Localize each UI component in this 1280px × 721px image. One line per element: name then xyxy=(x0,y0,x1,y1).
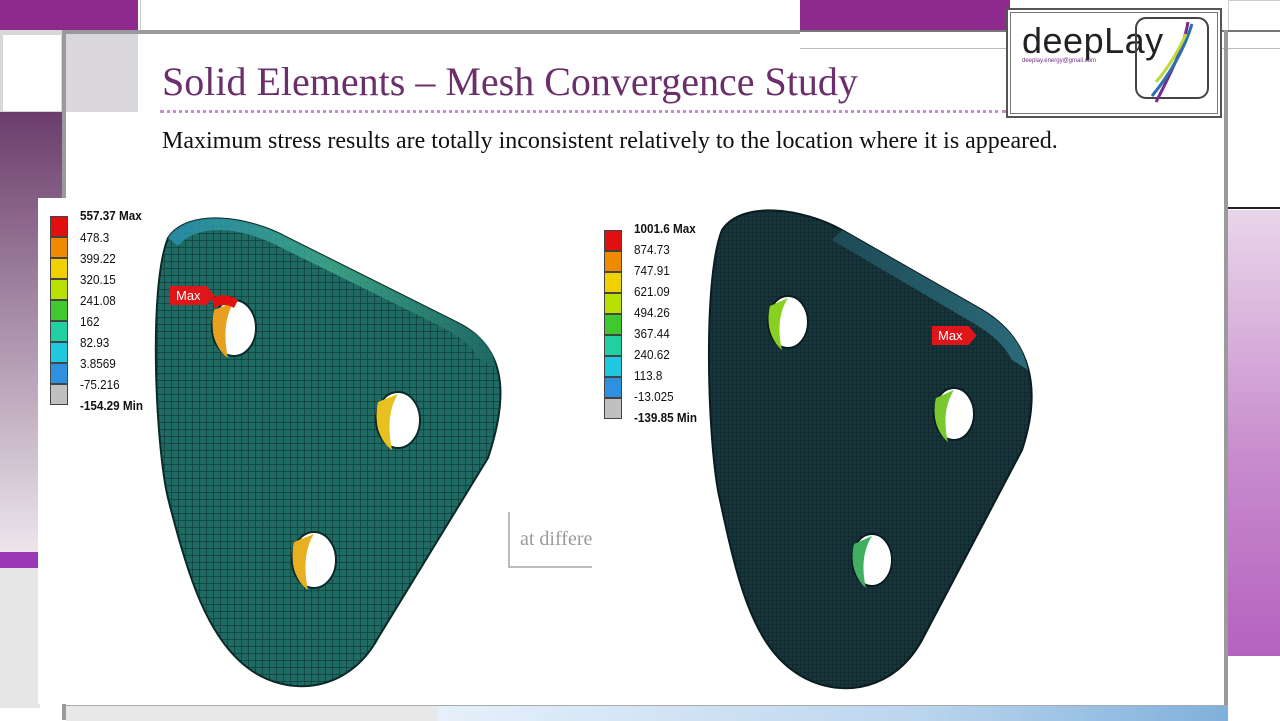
legend-value: 747.91 xyxy=(634,263,670,278)
legend-value: -13.025 xyxy=(634,389,674,404)
legend-min-label: -139.85 Min xyxy=(634,410,698,425)
legend-value: 162 xyxy=(80,314,100,329)
legend-max-label: 1001.6 Max xyxy=(634,221,696,236)
logo-blade-icon xyxy=(1135,17,1209,103)
decor-white-left xyxy=(2,34,62,112)
bracket-mesh-image-coarse xyxy=(154,217,502,688)
legend-value: 478.3 xyxy=(80,230,110,245)
decor-bar-top-left xyxy=(0,0,138,30)
legend-swatch xyxy=(50,363,68,384)
decor-line-top xyxy=(62,30,1228,34)
legend-value: 241.08 xyxy=(80,293,116,308)
legend-max-label: 557.37 Max xyxy=(80,208,142,223)
legend-min-label: -154.29 Min xyxy=(80,398,144,413)
max-marker-fine: Max xyxy=(932,326,977,345)
max-marker-coarse: Max xyxy=(170,286,215,305)
decor-bottom-grey xyxy=(66,705,438,721)
decor-bottom-blue xyxy=(438,705,1228,721)
company-logo: deepLay deeplay.energy@gmail.com xyxy=(1006,8,1222,118)
legend-value: -75.216 xyxy=(80,377,120,392)
legend-value: 3.8569 xyxy=(80,356,116,371)
decor-right-top-box xyxy=(1228,0,1280,32)
mesh-plot-coarse: Max 557.37 Max 478.3 399.22 320.15 241.0… xyxy=(38,198,588,704)
mesh-plot-fine: Max 1001.6 Max 874.73 747.91 621.09 494.… xyxy=(592,200,1112,700)
title-divider xyxy=(160,110,1006,113)
legend-swatch xyxy=(50,279,68,300)
slide-body-text: Maximum stress results are totally incon… xyxy=(162,128,1058,154)
legend-swatch xyxy=(50,237,68,258)
legend-swatch xyxy=(50,258,68,279)
legend-value: 494.26 xyxy=(634,305,670,320)
legend-value: 82.93 xyxy=(80,335,110,350)
decor-top-box xyxy=(140,0,801,30)
legend-swatch xyxy=(604,251,622,272)
legend-value: 240.62 xyxy=(634,347,670,362)
decor-black-line-right xyxy=(1228,207,1280,209)
logo-email: deeplay.energy@gmail.com xyxy=(1022,58,1097,64)
decor-bar-left-low xyxy=(0,552,40,568)
legend-value: 367.44 xyxy=(634,326,670,341)
legend-swatch xyxy=(50,321,68,342)
legend-swatch xyxy=(50,342,68,363)
legend-swatch xyxy=(604,272,622,293)
legend-swatch xyxy=(50,384,68,405)
decor-gradient-right xyxy=(1228,210,1280,656)
decor-right-bottom xyxy=(1228,660,1280,720)
legend-value: 874.73 xyxy=(634,242,670,257)
legend-swatch xyxy=(604,398,622,419)
legend-swatch xyxy=(604,377,622,398)
decor-line-right xyxy=(1224,30,1228,720)
legend-value: 621.09 xyxy=(634,284,670,299)
legend-coarse: 557.37 Max 478.3 399.22 320.15 241.08 16… xyxy=(50,208,180,420)
legend-swatch xyxy=(50,216,68,237)
legend-swatch xyxy=(50,300,68,321)
legend-swatch xyxy=(604,230,622,251)
decor-bar-top-right xyxy=(800,0,1010,30)
legend-value: 399.22 xyxy=(80,251,116,266)
legend-swatch xyxy=(604,314,622,335)
legend-fine: 1001.6 Max 874.73 747.91 621.09 494.26 3… xyxy=(604,221,734,432)
legend-value: 320.15 xyxy=(80,272,116,287)
decor-block-left-low xyxy=(0,568,40,708)
legend-swatch xyxy=(604,356,622,377)
logo-name: deepLay xyxy=(1022,20,1164,61)
legend-swatch xyxy=(604,335,622,356)
slide-title: Solid Elements – Mesh Convergence Study xyxy=(162,59,858,104)
legend-value: 113.8 xyxy=(634,368,663,383)
legend-swatch xyxy=(604,293,622,314)
